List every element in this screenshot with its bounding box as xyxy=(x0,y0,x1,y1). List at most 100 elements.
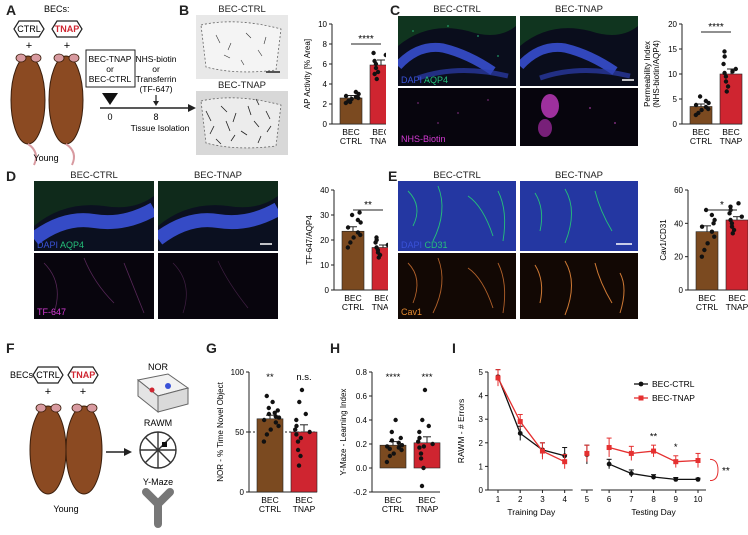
y-tick-label: 0 xyxy=(679,286,684,295)
data-point xyxy=(396,440,401,445)
data-point xyxy=(273,420,279,425)
y-tick-label: 5 xyxy=(673,95,678,104)
svg-text:TNAP: TNAP xyxy=(71,370,96,380)
d-ctrl-tf647-image xyxy=(34,253,154,319)
bar xyxy=(725,219,748,291)
tnap-label: TNAP xyxy=(55,24,80,34)
data-point xyxy=(699,107,704,113)
svg-text:+: + xyxy=(80,386,86,398)
y-tick-label: 5 xyxy=(479,368,484,377)
y-tick-label: 20 xyxy=(320,236,329,245)
y-tick-label: 10 xyxy=(320,261,329,270)
svg-text:or: or xyxy=(106,64,114,74)
panel-f-label: F xyxy=(6,340,15,356)
data-point xyxy=(343,93,349,99)
legend-marker xyxy=(638,381,644,387)
x-tick-label: CTRL xyxy=(690,136,712,146)
c-tnap-aqp4-image xyxy=(520,16,638,86)
data-point xyxy=(420,417,425,423)
data-point xyxy=(651,474,656,480)
y-tick-label: 2 xyxy=(479,439,484,448)
data-point xyxy=(373,65,379,71)
data-point xyxy=(418,456,424,461)
data-point xyxy=(727,211,732,216)
data-point xyxy=(276,423,281,429)
data-point xyxy=(724,89,729,94)
data-point xyxy=(562,459,568,465)
data-point xyxy=(730,69,735,74)
x-tick-label: 6 xyxy=(607,495,612,504)
d-ctrl-aqp4-image xyxy=(34,181,154,251)
data-point xyxy=(357,210,362,215)
chart-c: 0 5 10 15 20 Permeability Index (NHS-biotin/AQ… xyxy=(643,20,743,146)
x-tick-label: CTRL xyxy=(696,302,718,312)
data-point xyxy=(422,387,428,393)
x-axis-label: Testing Day xyxy=(631,507,676,517)
arrow-icon xyxy=(124,448,132,456)
d-tnap-tf647-image xyxy=(158,253,278,319)
data-point xyxy=(705,241,710,246)
y-tick-label: 0.0 xyxy=(356,464,368,473)
data-point xyxy=(697,94,703,99)
data-point xyxy=(355,217,361,223)
mouse-icon xyxy=(29,403,67,495)
chart-i: 0 1 2 3 4 5 1 2 3 4 5 6 7 8 9 10 Training Day Testing Day… xyxy=(456,368,730,517)
data-point xyxy=(722,70,727,76)
x-tick-label: BEC xyxy=(692,127,709,137)
significance-label: **** xyxy=(358,34,374,45)
data-point xyxy=(353,89,359,95)
x-axis-label: Training Day xyxy=(507,507,556,517)
data-point xyxy=(426,423,431,429)
y-tick-label: 10 xyxy=(668,70,677,79)
bar xyxy=(695,231,719,291)
c-tnap-nhs-image xyxy=(520,88,638,146)
svg-text:Young: Young xyxy=(53,504,78,514)
data-point xyxy=(261,417,267,423)
bar xyxy=(290,431,318,493)
y-tick-label: 15 xyxy=(668,45,677,54)
data-point xyxy=(298,435,304,441)
data-point xyxy=(703,207,709,213)
y-tick-label: 10 xyxy=(318,20,327,29)
data-point xyxy=(728,217,733,223)
data-point xyxy=(389,438,395,443)
x-tick-label: 8 xyxy=(651,495,656,504)
svg-text:NHS-biotin: NHS-biotin xyxy=(135,54,176,64)
data-point xyxy=(387,453,393,459)
series-line xyxy=(497,377,565,463)
y-tick-label: 20 xyxy=(668,20,677,29)
x-tick-label: 9 xyxy=(674,495,679,504)
svg-text:CTRL: CTRL xyxy=(36,370,60,380)
x-tick-label: BEC xyxy=(295,495,312,505)
bec-tnap-ap-image xyxy=(196,91,288,155)
mouse-icon xyxy=(65,403,103,495)
data-point xyxy=(297,399,302,405)
significance-label: n.s. xyxy=(296,372,311,383)
legend-label: BEC-CTRL xyxy=(652,379,695,389)
significance-label: *** xyxy=(421,372,432,383)
data-point xyxy=(729,224,735,229)
y-tick-label: 0.6 xyxy=(356,392,368,401)
panel-c-col1-title: BEC-CTRL xyxy=(433,4,481,15)
data-point xyxy=(730,231,735,236)
data-point xyxy=(299,387,305,393)
data-point xyxy=(628,450,634,456)
mouse-icon xyxy=(48,53,84,166)
data-point xyxy=(722,54,727,59)
ctrl-hexagon xyxy=(13,20,45,38)
y-tick-label: 40 xyxy=(320,186,329,195)
svg-text:NOR: NOR xyxy=(148,362,169,372)
y-axis-label: Permeability Index xyxy=(643,41,652,107)
svg-text:BEC-CTRL: BEC-CTRL xyxy=(89,74,132,84)
data-point xyxy=(673,476,679,482)
significance-label: **** xyxy=(386,372,401,383)
data-point xyxy=(266,411,272,417)
x-tick-label: BEC xyxy=(698,293,715,303)
y-tick-label: 0.2 xyxy=(356,440,368,449)
panel-a-label: A xyxy=(6,2,17,18)
x-tick-label: 5 xyxy=(585,495,590,504)
svg-text:+: + xyxy=(26,40,32,52)
y-axis-label: NOR - % Time Novel Object xyxy=(216,381,225,481)
panel-f-schematic: BECs: CTRL TNAP + + Young NOR RAWM Y-Maz… xyxy=(10,362,190,528)
